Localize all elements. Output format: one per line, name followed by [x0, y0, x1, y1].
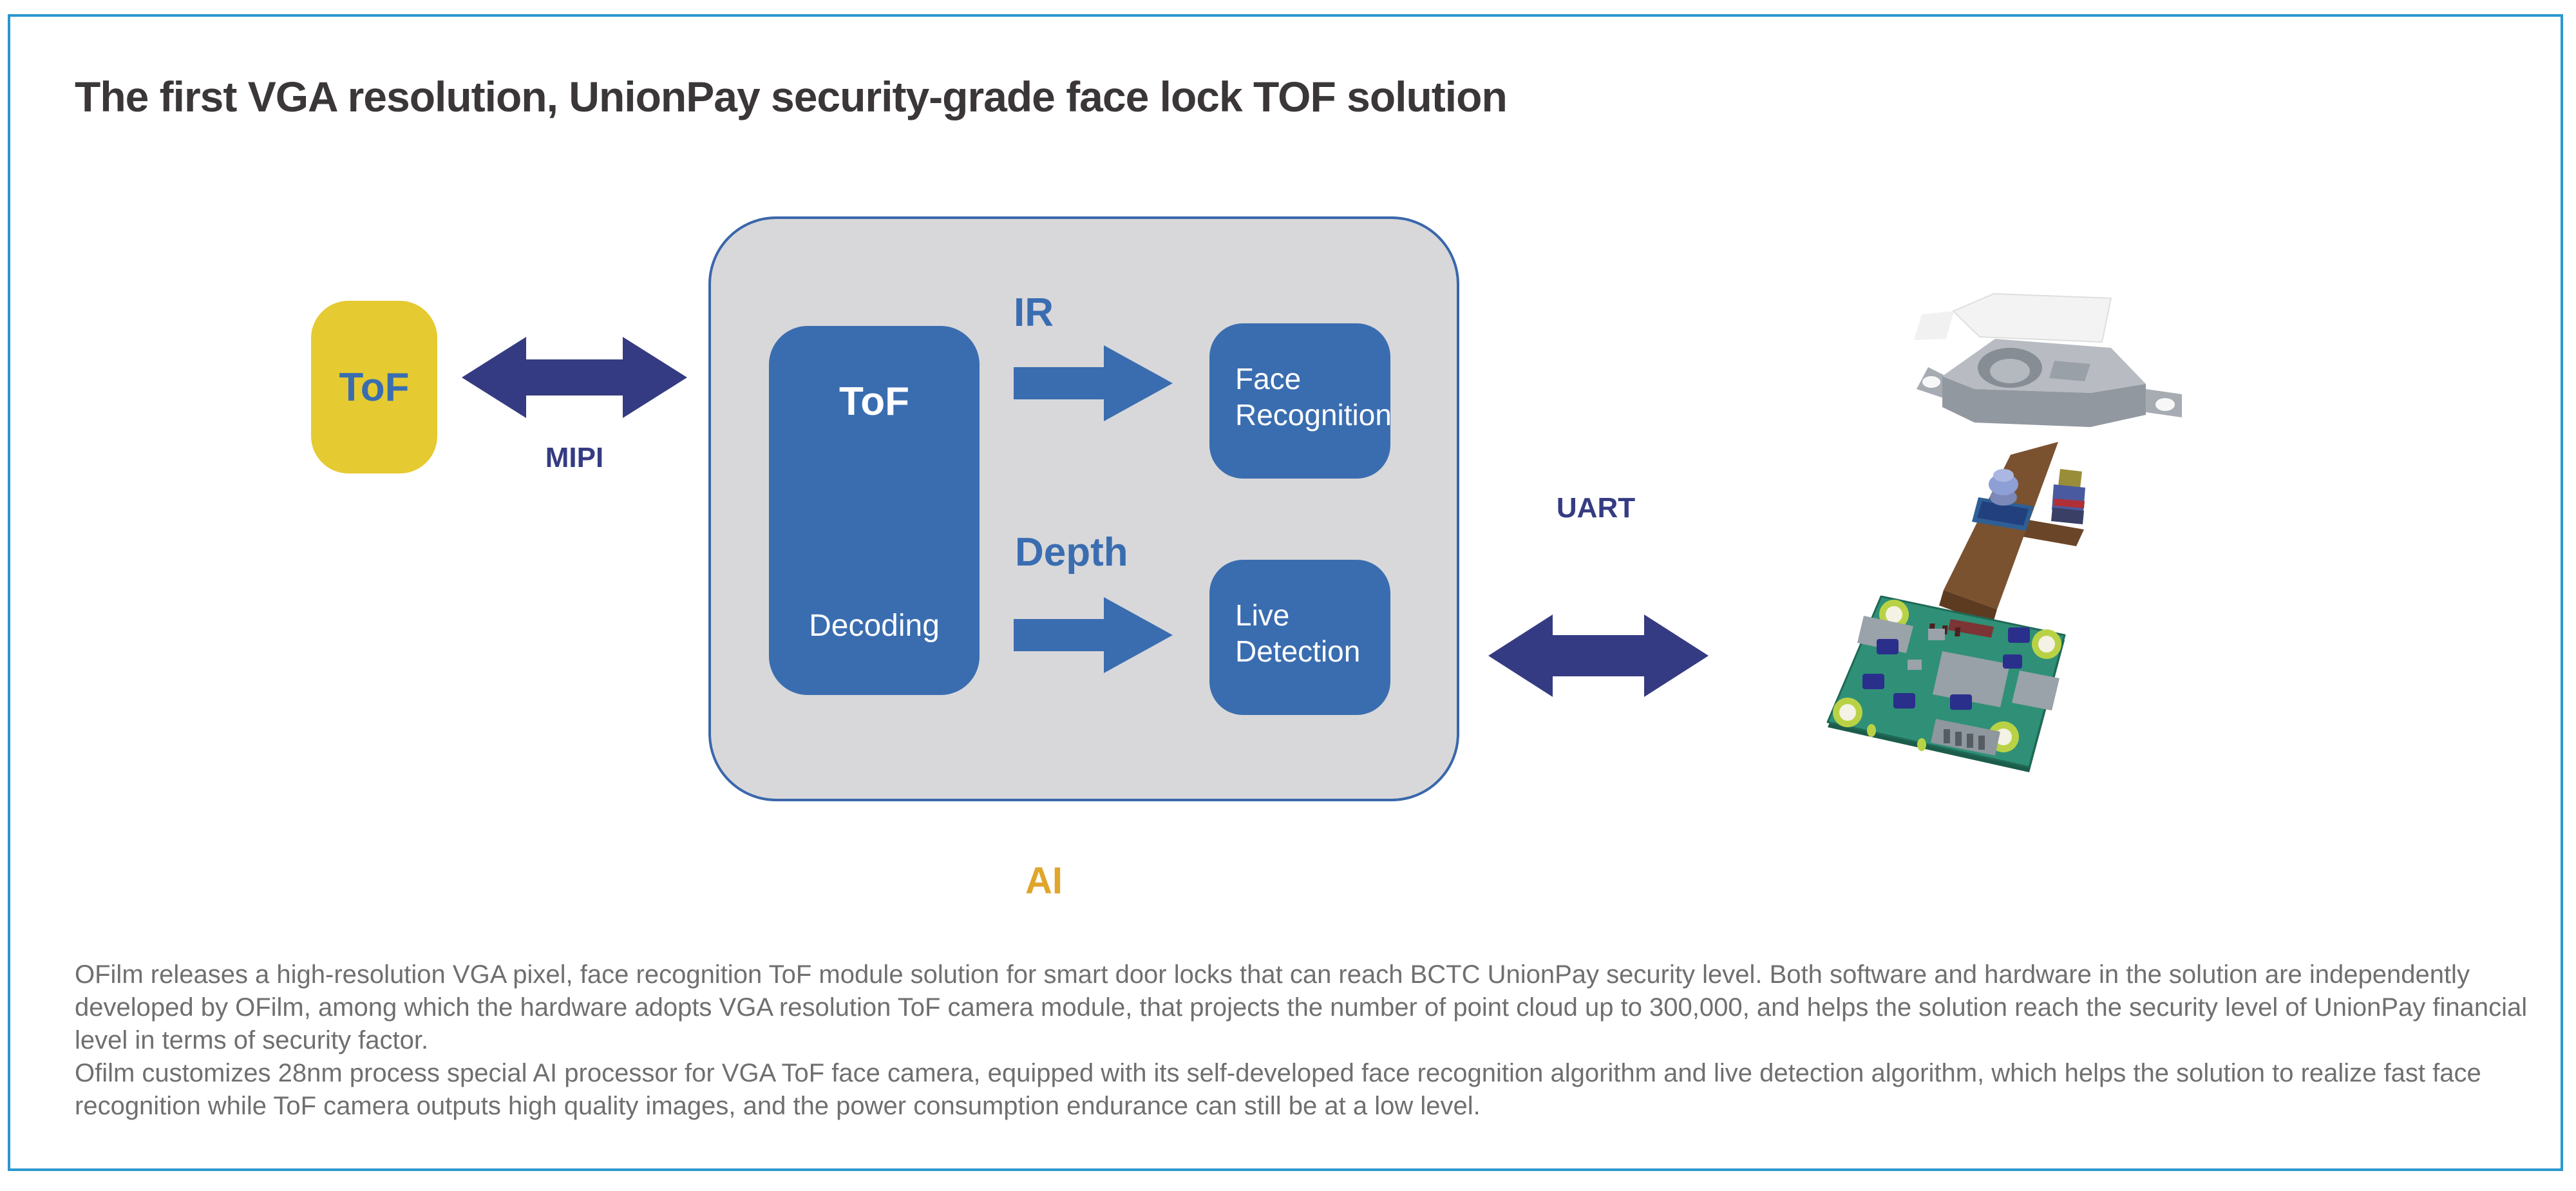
uart-double-arrow-icon: [1488, 615, 1709, 697]
uart-label: UART: [1556, 492, 1636, 524]
mipi-label: MIPI: [545, 442, 604, 473]
page-title: The first VGA resolution, UnionPay secur…: [75, 73, 1508, 120]
tof-decoding-title: ToF: [838, 379, 909, 424]
live-detection-node: Live Detection: [1209, 560, 1390, 715]
module-cover-plate: [1914, 292, 2112, 343]
depth-label: Depth: [1015, 530, 1128, 575]
tof-sensor-node: ToF: [311, 301, 437, 473]
face-recognition-label-line1: Face: [1235, 362, 1302, 395]
module-bracket: [1917, 339, 2182, 427]
camera-assembly: [1972, 469, 2085, 531]
pcb-board: [1826, 595, 2066, 772]
live-detection-label-line1: Live: [1235, 598, 1290, 632]
tof-decoding-sublabel: Decoding: [809, 609, 940, 643]
description-text: OFilm releases a high-resolution VGA pix…: [75, 958, 2541, 1123]
tof-sensor-label: ToF: [339, 365, 410, 410]
description-paragraph-2: Ofilm customizes 28nm process special AI…: [75, 1059, 2481, 1120]
ai-label: AI: [1025, 860, 1063, 902]
ir-arrow-icon: [1014, 345, 1173, 421]
live-detection-label-line2: Detection: [1235, 634, 1361, 669]
mipi-double-arrow-icon: [462, 337, 687, 418]
tof-decoding-node: ToF Decoding: [769, 326, 980, 695]
tof-camera-module-image: [1826, 292, 2182, 772]
ir-label: IR: [1014, 291, 1054, 335]
face-recognition-node: Face Recognition: [1209, 323, 1392, 479]
slide-frame: The first VGA resolution, UnionPay secur…: [8, 14, 2563, 1171]
description-paragraph-1: OFilm releases a high-resolution VGA pix…: [75, 960, 2528, 1054]
depth-arrow-icon: [1014, 597, 1173, 673]
face-recognition-label-line2: Recognition: [1235, 398, 1392, 432]
